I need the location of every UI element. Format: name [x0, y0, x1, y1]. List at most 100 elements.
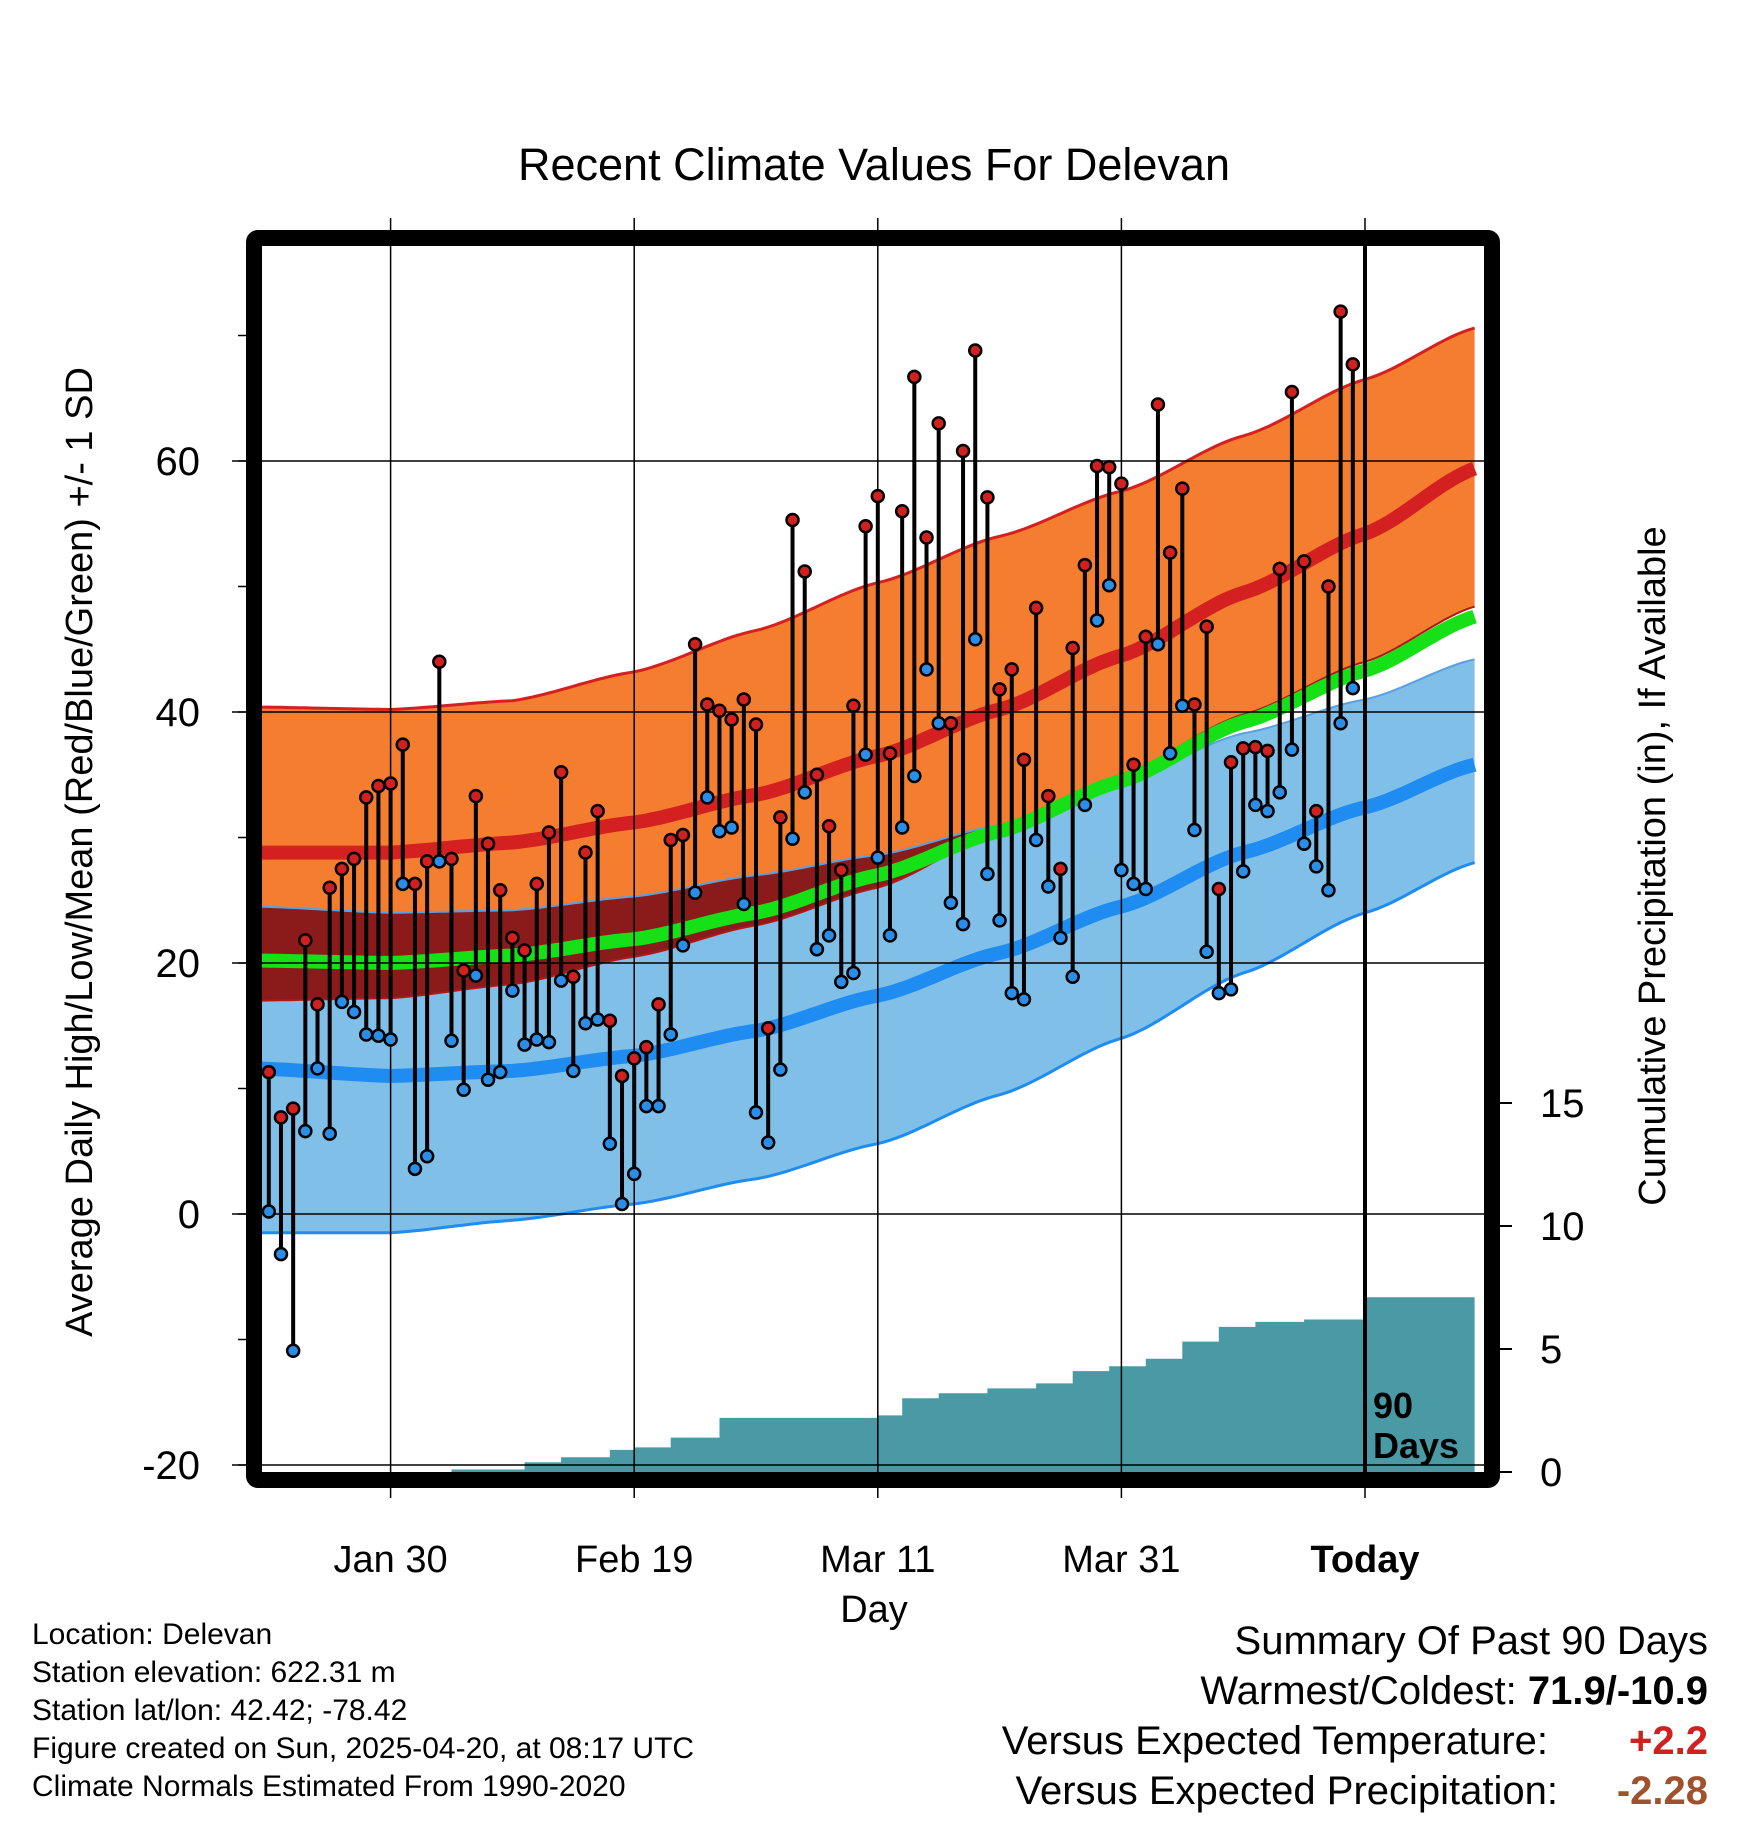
low-point: [797, 785, 812, 800]
station-latlon: Station lat/lon: 42.42; -78.42: [32, 1694, 408, 1727]
high-point: [407, 876, 423, 892]
high-point: [444, 851, 459, 867]
low-point: [566, 1063, 581, 1079]
high-point: [517, 943, 532, 958]
high-point: [322, 880, 337, 895]
high-point: [1004, 662, 1020, 677]
high-point: [602, 1013, 618, 1028]
high-point: [773, 810, 788, 825]
normals-source: Climate Normals Estimated From 1990-2020: [32, 1770, 626, 1803]
high-point: [626, 1051, 642, 1066]
low-point: [1089, 613, 1105, 628]
chart-title: Recent Climate Values For Delevan: [518, 139, 1230, 190]
low-point: [967, 631, 983, 647]
high-point: [1296, 554, 1312, 569]
high-point: [687, 636, 703, 652]
low-point: [529, 1032, 545, 1047]
summary-panel: Summary Of Past 90 Days Warmest/Coldest:…: [1002, 1616, 1708, 1816]
y2-tick-label: 10: [1540, 1205, 1585, 1249]
high-point: [432, 654, 447, 670]
high-point: [712, 703, 727, 718]
high-point: [1248, 739, 1263, 755]
high-point: [1223, 754, 1239, 770]
x-axis-label: Day: [840, 1589, 908, 1631]
low-point: [1199, 944, 1214, 959]
low-point: [1235, 864, 1251, 879]
low-point: [700, 790, 715, 805]
high-point: [1309, 803, 1324, 819]
plot-frame-layer: [246, 230, 1500, 1488]
high-point: [590, 803, 605, 819]
high-point: [1150, 397, 1166, 412]
high-point: [931, 416, 946, 431]
high-point: [639, 1039, 654, 1055]
high-point: [1211, 881, 1227, 897]
high-point: [456, 963, 471, 978]
x-tick-label: Mar 31: [1062, 1539, 1180, 1581]
low-lower-edge: [262, 861, 1476, 1235]
high-point: [882, 746, 898, 761]
high-point: [578, 845, 593, 860]
summary-temp-row: Versus Expected Temperature: +2.2: [1002, 1716, 1708, 1766]
high-point: [383, 776, 398, 791]
y2-tick-label: 0: [1540, 1451, 1562, 1495]
low-point: [736, 896, 752, 912]
low-point: [1101, 577, 1117, 593]
high-point: [1041, 788, 1056, 804]
high-point: [285, 1101, 301, 1116]
high-point: [736, 692, 752, 707]
low-point: [1223, 982, 1239, 997]
low-point: [602, 1136, 618, 1151]
high-point: [480, 836, 496, 852]
low-point: [541, 1034, 557, 1050]
high-point: [358, 790, 374, 805]
high-point: [1175, 481, 1190, 496]
low-point: [590, 1012, 605, 1027]
low-normal-line: [262, 757, 1477, 1084]
high-point: [505, 930, 520, 946]
low-point: [444, 1033, 459, 1049]
station-info: Location: Delevan Station elevation: 622…: [32, 1616, 694, 1806]
low-point: [1296, 836, 1312, 852]
y2-axis-label: Cumulative Precipitation (in), If Availa…: [1632, 526, 1674, 1205]
high-point: [1028, 600, 1044, 616]
low-point: [651, 1098, 666, 1114]
low-point: [834, 974, 849, 990]
high-point: [748, 717, 764, 732]
high-point: [809, 767, 825, 782]
high-point: [419, 854, 435, 869]
low-point: [1065, 969, 1080, 985]
y-tick-label: -20: [142, 1444, 200, 1488]
y2-tick-label: 5: [1540, 1328, 1562, 1372]
high-point: [955, 443, 971, 459]
low-normal-band: [262, 659, 1475, 1233]
summary-precip-row: Versus Expected Precipitation: -2.28: [1002, 1766, 1708, 1816]
low-point: [371, 1028, 386, 1044]
high-point: [907, 369, 922, 385]
high-point: [760, 1021, 776, 1036]
low-point: [1114, 862, 1129, 878]
low-point: [809, 941, 825, 957]
low-point: [614, 1196, 630, 1212]
high-point: [1126, 757, 1141, 772]
precip-label: Versus Expected Precipitation:: [1015, 1769, 1558, 1813]
figure-created: Figure created on Sun, 2025-04-20, at 08…: [32, 1732, 695, 1765]
low-point: [1126, 876, 1141, 892]
low-point: [432, 854, 447, 869]
high-point: [1235, 741, 1251, 756]
high-point: [566, 969, 581, 985]
high-point: [553, 764, 569, 780]
low-point: [663, 1027, 678, 1042]
high-point: [663, 832, 678, 848]
low-point: [456, 1082, 471, 1098]
low-point: [980, 866, 995, 882]
low-point: [1077, 797, 1093, 813]
high-point: [529, 876, 545, 892]
high-point: [858, 519, 873, 534]
high-point: [1199, 619, 1214, 634]
y-tick-label: 20: [156, 942, 201, 986]
high-point: [334, 861, 350, 877]
x-tick-label: Jan 30: [334, 1539, 448, 1581]
high-point: [1345, 357, 1361, 372]
low-point: [298, 1123, 313, 1139]
